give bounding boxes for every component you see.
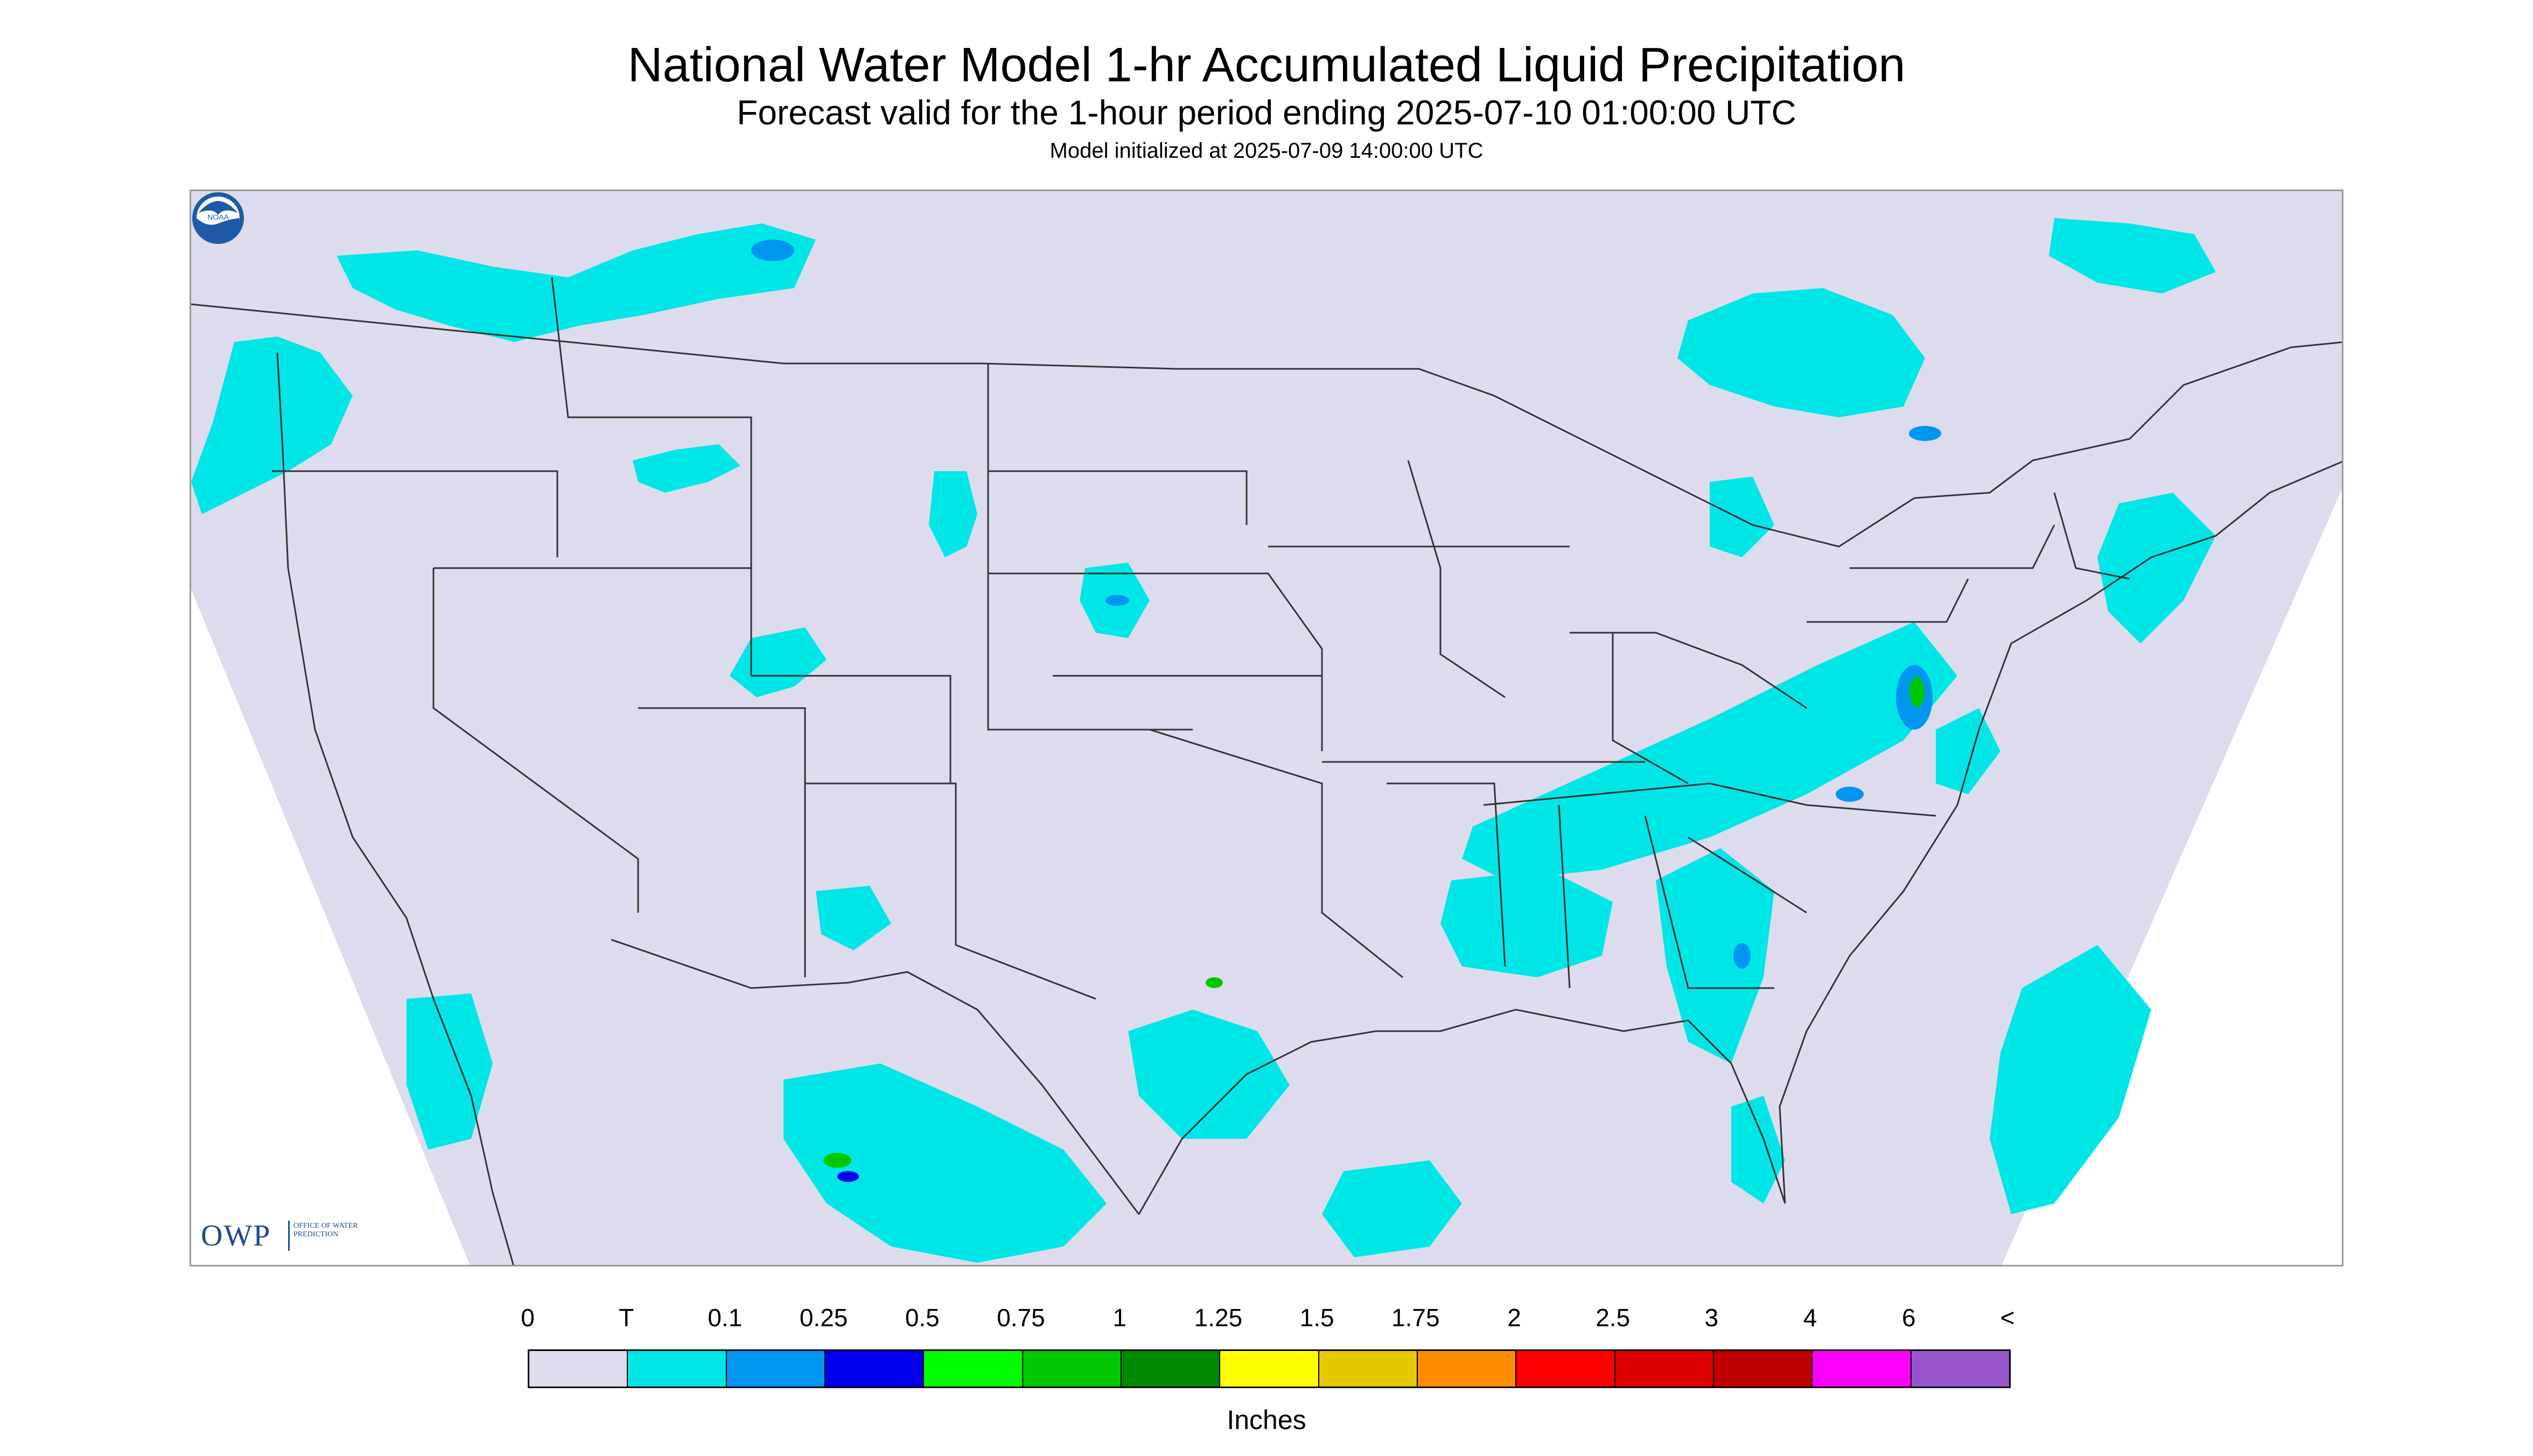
west-coast [276, 352, 514, 1265]
legend-tick-label: 0.5 [905, 1304, 940, 1332]
legend-swatch [1911, 1351, 2009, 1387]
owp-logo-text: OWP [201, 1219, 271, 1252]
map-subtitle: Forecast valid for the 1-hour period end… [737, 93, 1796, 132]
precip-area-arizona [816, 886, 891, 950]
legend-tick-label: 2 [1507, 1304, 1521, 1332]
legend-tick-label: 1.75 [1391, 1304, 1440, 1332]
legend-swatch [1319, 1351, 1418, 1387]
noaa-logo: NOAA [192, 192, 244, 244]
legend-swatch [529, 1351, 628, 1387]
gulf-coast [1138, 1009, 1786, 1215]
precip-area-wa-coast [191, 337, 353, 514]
legend-tick-label: 0.25 [799, 1304, 848, 1332]
legend-swatch [1417, 1351, 1517, 1387]
precip-area-atlantic [1990, 945, 2151, 1214]
legend-tick-label: 0.1 [708, 1304, 743, 1332]
precip-core-georgia [1733, 943, 1751, 969]
legend-swatch [1516, 1351, 1615, 1387]
legend-swatch [924, 1351, 1023, 1387]
precip-core-ontario [1909, 426, 1941, 441]
legend-tick-label: 4 [1803, 1304, 1817, 1332]
legend-tick-label: 6 [1902, 1304, 1916, 1332]
legend-swatch [1615, 1351, 1714, 1387]
noaa-logo-text: NOAA [207, 213, 229, 221]
precip-area-ontario [1677, 288, 1925, 417]
legend-swatch [825, 1351, 925, 1387]
legend-swatch [726, 1351, 825, 1387]
legend-tick-labels: 0 T 0.1 0.25 0.5 0.75 1 1.25 1.5 1.75 2 2.5 3 4 6 < [0, 1303, 2533, 1335]
precip-core-bc [751, 240, 794, 261]
legend-tick-label: T [619, 1304, 634, 1332]
legend-swatch [1023, 1351, 1122, 1387]
precip-area-mexico [783, 1063, 1107, 1263]
legend-tick-label: 2.5 [1596, 1304, 1631, 1332]
legend-tick-label: 1.25 [1194, 1304, 1243, 1332]
precip-areas [191, 218, 2216, 1263]
precip-core-texas [1206, 977, 1223, 988]
precip-core-virginia-heavy [1909, 677, 1925, 707]
precip-area-texas [1128, 1010, 1290, 1139]
atlantic-coast [1779, 460, 2342, 1204]
us-mexico-border [611, 939, 1140, 1215]
precipitation-map: OWP OFFICE OF WATER PREDICTION NOAA [190, 190, 2343, 1266]
precip-area-carolinas-coast [1936, 708, 2000, 794]
precip-area-deep-south [1440, 870, 1613, 977]
map-title: National Water Model 1-hr Accumulated Li… [627, 38, 1906, 92]
legend-swatch [1121, 1351, 1221, 1387]
legend-tick-label: 1.5 [1299, 1304, 1334, 1332]
legend-swatch [628, 1351, 727, 1387]
precip-area-nw-canada [337, 223, 816, 342]
legend-tick-label: < [2000, 1304, 2015, 1332]
legend-tick-label: 0 [521, 1304, 535, 1332]
model-init-note: Model initialized at 2025-07-09 14:00:00… [1049, 139, 1484, 163]
legend-swatch [1220, 1351, 1319, 1387]
precip-cores [751, 240, 1941, 1182]
us-canada-border [191, 303, 2342, 548]
precip-core-dakota [1105, 595, 1129, 606]
legend-swatch [1713, 1351, 1813, 1387]
legend-color-bar [528, 1349, 2011, 1388]
owp-logo-subtext: OFFICE OF WATER PREDICTION [293, 1222, 358, 1238]
precip-area-montana [633, 444, 740, 493]
legend-units-label: Inches [1227, 1405, 1306, 1435]
legend-tick-label: 1 [1112, 1304, 1126, 1332]
map-canvas [191, 191, 2342, 1265]
precip-area-new-england [2097, 493, 2216, 643]
political-boundaries [191, 277, 2342, 1265]
owp-logo: OWP OFFICE OF WATER PREDICTION [201, 1214, 373, 1257]
precip-area-quebec [2049, 218, 2216, 293]
precip-area-southeast [1656, 848, 1774, 1063]
precip-core-tennessee [1836, 787, 1864, 802]
legend-tick-label: 3 [1704, 1304, 1719, 1332]
precip-area-baja [407, 993, 493, 1150]
owp-logo-divider [288, 1221, 290, 1251]
precip-core-mexico [823, 1153, 851, 1168]
precip-area-mid-atlantic [1462, 622, 1957, 880]
legend-tick-label: 0.75 [997, 1304, 1045, 1332]
precip-area-florida [1731, 1096, 1785, 1203]
precip-area-colorado [730, 627, 827, 697]
precip-area-gulf [1322, 1160, 1462, 1257]
legend-swatch [1813, 1351, 1912, 1387]
precip-core-mexico-2 [837, 1171, 859, 1182]
precip-area-dakota [929, 471, 977, 557]
precip-area-michigan [1710, 477, 1774, 557]
